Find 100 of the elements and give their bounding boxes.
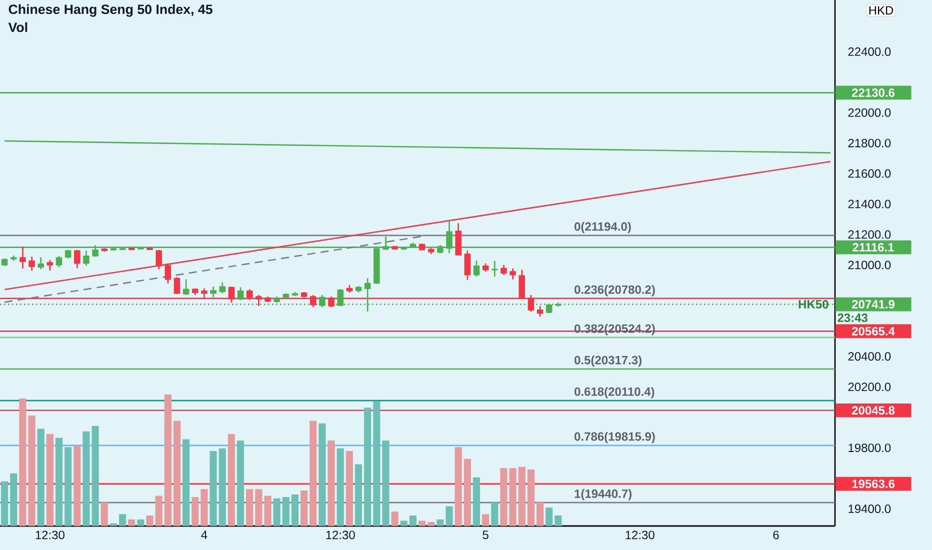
candlestick <box>536 305 544 318</box>
ref-line-label: 22130.6 <box>852 88 894 97</box>
bar <box>37 428 44 526</box>
candlestick <box>210 286 216 298</box>
bar <box>146 515 154 526</box>
bar <box>255 489 262 526</box>
bar <box>28 416 36 526</box>
candlestick <box>473 260 480 278</box>
bar <box>182 439 190 526</box>
x-tick-label: 12:30 <box>626 530 654 540</box>
bar <box>164 394 172 526</box>
bar <box>464 458 471 526</box>
y-tick-label: 21000.0 <box>848 260 891 270</box>
candlestick <box>500 264 507 276</box>
bar <box>382 440 390 526</box>
y-tick-label: 22000.0 <box>848 108 891 117</box>
bar <box>19 398 26 526</box>
bar <box>536 502 544 526</box>
bar <box>436 519 444 526</box>
bar <box>346 451 353 526</box>
annotation: 0.786(19815.9) <box>574 432 655 444</box>
x-tick-label: 5 <box>482 530 488 540</box>
bar <box>192 497 199 526</box>
chart-title: Chinese Hang Seng 50 Index, 45 <box>8 4 212 17</box>
bar <box>391 512 398 526</box>
bar <box>500 468 508 526</box>
annotation: 0.618(20110.4) <box>574 387 654 398</box>
candlestick <box>237 286 244 301</box>
y-tick-label: 19400.0 <box>848 504 891 514</box>
bar <box>246 489 254 526</box>
candlestick <box>20 246 26 269</box>
bar <box>310 420 317 526</box>
bar <box>155 496 162 526</box>
bar <box>264 496 272 526</box>
bar <box>1 481 8 526</box>
bar <box>354 464 362 526</box>
bar <box>137 519 144 526</box>
candlestick <box>455 222 462 256</box>
bar <box>409 515 416 526</box>
ref-line-label: 20045.8 <box>852 406 895 415</box>
bar <box>328 440 335 526</box>
candlestick <box>219 282 226 294</box>
bar <box>236 440 244 526</box>
annotation: 1(19440.7) <box>574 489 632 500</box>
candlestick <box>83 250 90 266</box>
x-tick-label: 12:30 <box>36 530 64 540</box>
bar <box>418 520 426 526</box>
candlestick <box>464 250 471 281</box>
bar <box>546 508 553 526</box>
bar <box>454 447 462 526</box>
bar <box>64 447 72 526</box>
x-tick-label: 4 <box>201 530 208 539</box>
y-tick-label: 21600.0 <box>848 169 891 178</box>
y-tick-label: 21800.0 <box>848 138 891 148</box>
annotation: 0.236(20780.2) <box>574 285 655 296</box>
y-tick-label: 22400.0 <box>848 47 891 56</box>
bar <box>364 408 372 526</box>
candlestick <box>156 249 162 270</box>
candlestick <box>46 259 54 272</box>
x-tick-label: 12:30 <box>326 530 355 540</box>
candlestick <box>182 278 190 296</box>
candlestick <box>174 276 180 295</box>
bar <box>336 448 344 526</box>
bar <box>210 451 217 526</box>
bar <box>74 446 81 526</box>
bar <box>10 473 18 526</box>
bar <box>318 423 326 526</box>
bar <box>446 506 453 526</box>
ref-line-label: 19563.6 <box>852 480 894 488</box>
bar <box>428 522 435 526</box>
bar <box>82 431 90 526</box>
bar <box>400 520 408 526</box>
bar <box>173 420 181 526</box>
bar <box>527 469 534 526</box>
ref-line-label: 20565.4 <box>852 326 895 336</box>
y-tick-label: 20200.0 <box>848 382 891 392</box>
candlestick <box>28 256 35 272</box>
y-axis-title: HKD <box>869 6 894 15</box>
bar <box>218 448 226 526</box>
candlestick <box>510 268 516 280</box>
bar <box>554 515 562 526</box>
bar <box>46 434 54 526</box>
candlestick <box>492 260 498 278</box>
bar <box>92 426 99 526</box>
y-tick-label: 21400.0 <box>848 200 891 208</box>
ref-line-label: 20741.9 <box>852 300 894 309</box>
bar <box>300 490 308 526</box>
bar <box>273 498 280 526</box>
bar <box>491 502 498 526</box>
bar <box>472 477 480 526</box>
bar <box>291 494 299 526</box>
annotation: 0.5(20317.3) <box>574 356 642 367</box>
bar <box>100 502 108 526</box>
y-tick-label: 21200.0 <box>848 230 891 239</box>
bar <box>373 401 380 526</box>
x-tick-label: 6 <box>773 530 779 540</box>
bar <box>200 489 208 526</box>
bar <box>128 519 136 526</box>
bar <box>482 514 490 526</box>
annotation: 0(21194.0) <box>574 222 631 234</box>
